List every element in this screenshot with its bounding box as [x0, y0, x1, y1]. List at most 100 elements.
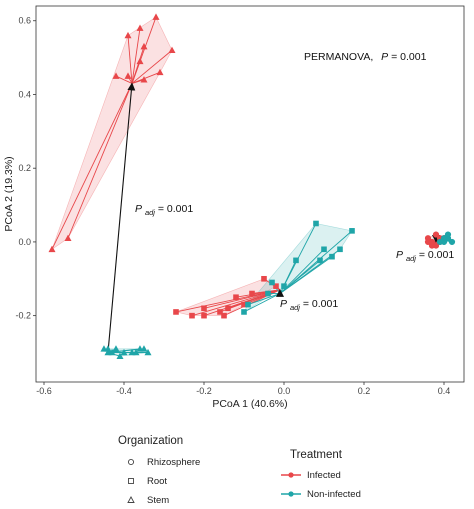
non-infected-root-point	[349, 228, 355, 234]
infected-root-point	[261, 275, 267, 282]
y-axis: -0.2 0.0 0.2 0.4 0.6	[15, 16, 36, 321]
non-infected-root-point	[313, 220, 319, 227]
infected-rhizosphere-point	[424, 238, 432, 246]
non-infected-root-point	[241, 309, 247, 315]
non-infected-stem-point	[120, 348, 128, 356]
infected-stem-point	[124, 72, 132, 79]
padj-rhizo-value: = 0.001	[419, 249, 454, 261]
infected-stem-spoke	[115, 75, 133, 84]
y-tick-label: 0.2	[18, 163, 31, 173]
infected-stem-spoke	[131, 61, 141, 84]
non-infected-rhizosphere-point	[444, 231, 452, 238]
non-infected-root-point	[329, 253, 335, 260]
non-infected-rhizosphere-point	[436, 238, 444, 246]
non-infected-stem-point	[108, 348, 116, 356]
infected-root-point	[201, 305, 207, 312]
non-infected-stem-point	[104, 345, 112, 352]
treatment-legend-title: Treatment	[290, 449, 343, 461]
infected-root-point	[173, 309, 179, 315]
infected-stem-spoke	[131, 71, 161, 84]
infected-stem-spoke	[67, 83, 133, 239]
y-axis-title: PCoA 2 (19.3%)	[3, 156, 15, 231]
infected-rhizosphere-point	[432, 231, 440, 238]
infected-stem-point	[136, 57, 144, 65]
non-infected-stem-point	[140, 345, 148, 352]
infected-stem-point	[168, 46, 176, 54]
non-infected-root-point	[317, 257, 323, 264]
padj-stem-annotation: P adj = 0.001	[135, 203, 193, 218]
infected-stem-point	[136, 24, 144, 31]
infected-root-point	[221, 312, 227, 319]
non-infected-rhizosphere-point	[440, 235, 448, 242]
infected-rhizosphere-point	[432, 242, 440, 249]
organization-legend-title: Organization	[118, 435, 183, 447]
infected-stem-spoke	[131, 28, 141, 84]
y-tick-label: 0.0	[18, 237, 31, 247]
infected-stem-point	[112, 72, 120, 79]
plot-panel	[35, 5, 465, 383]
x-tick-label: 0.2	[358, 386, 371, 396]
legend-stem-label: Stem	[147, 495, 169, 506]
non-infected-root-point	[245, 301, 251, 308]
organization-legend: Organization Rhizosphere Root Stem	[118, 435, 200, 506]
infected-root-point	[225, 305, 231, 312]
y-tick-label: 0.6	[18, 16, 31, 26]
infected-root-point	[233, 294, 239, 301]
non-infected-root-point	[293, 257, 299, 264]
non-infected-root-point	[321, 246, 327, 253]
padj-root-p: P	[280, 298, 287, 310]
point-layer	[48, 13, 456, 359]
centroid-arrow	[107, 82, 136, 353]
legend-noninfected-dot	[288, 491, 294, 497]
legend-infected-label: Infected	[307, 470, 341, 481]
padj-stem-p: P	[135, 203, 142, 215]
permanova-p-value: = 0.001	[391, 51, 426, 63]
legend-noninfected-label: Non-infected	[307, 489, 361, 500]
padj-rhizo-sub: adj	[406, 254, 416, 263]
non-infected-root-spoke	[243, 293, 281, 313]
permanova-annotation: PERMANOVA, P = 0.001	[304, 51, 427, 63]
infected-stem-spoke	[131, 49, 173, 84]
padj-rhizosphere-annotation: P adj = 0.001	[396, 249, 454, 264]
non-infected-root-point	[337, 246, 343, 253]
padj-stem-sub: adj	[145, 208, 155, 217]
legend-root-label: Root	[147, 476, 167, 487]
non-infected-root-spoke	[247, 293, 281, 306]
non-infected-root-point	[265, 290, 271, 297]
non-infected-root-point	[281, 283, 287, 289]
non-infected-stem-point	[132, 348, 140, 356]
non-infected-root-spoke	[279, 248, 325, 294]
arrow-layer	[107, 82, 440, 353]
x-axis: -0.6 -0.4 -0.2 0.0 0.2 0.4	[36, 382, 450, 396]
infected-stem-point	[48, 245, 56, 253]
y-tick-label: -0.2	[15, 311, 31, 321]
legend-rhizosphere-label: Rhizosphere	[147, 457, 200, 468]
padj-root-value: = 0.001	[303, 298, 338, 310]
infected-stem-point	[64, 234, 72, 242]
infected-stem-point	[124, 31, 132, 39]
permanova-p-symbol: P	[381, 51, 388, 63]
padj-stem-value: = 0.001	[158, 203, 193, 215]
infected-stem-spoke	[51, 83, 133, 250]
x-tick-label: -0.2	[196, 386, 212, 396]
x-tick-label: 0.0	[278, 386, 291, 396]
x-tick-label: 0.4	[438, 386, 451, 396]
x-tick-label: -0.6	[36, 386, 52, 396]
infected-stem-point	[140, 76, 148, 83]
x-axis-title: PCoA 1 (40.6%)	[212, 398, 287, 410]
infected-root-point	[201, 312, 207, 319]
infected-stem-spoke	[127, 35, 133, 84]
legend-rhizosphere-key	[127, 458, 135, 466]
y-tick-label: 0.4	[18, 89, 31, 99]
infected-root-point	[273, 283, 279, 289]
padj-root-sub: adj	[290, 303, 300, 312]
non-infected-stem-point	[116, 352, 124, 359]
non-infected-stem-point	[112, 345, 120, 352]
infected-root-point	[249, 290, 255, 297]
padj-rhizo-p: P	[396, 249, 403, 261]
non-infected-stem-point	[144, 348, 152, 356]
non-infected-root-point	[269, 279, 275, 286]
non-infected-rhizosphere-point	[448, 238, 456, 246]
x-tick-label: -0.4	[116, 386, 132, 396]
